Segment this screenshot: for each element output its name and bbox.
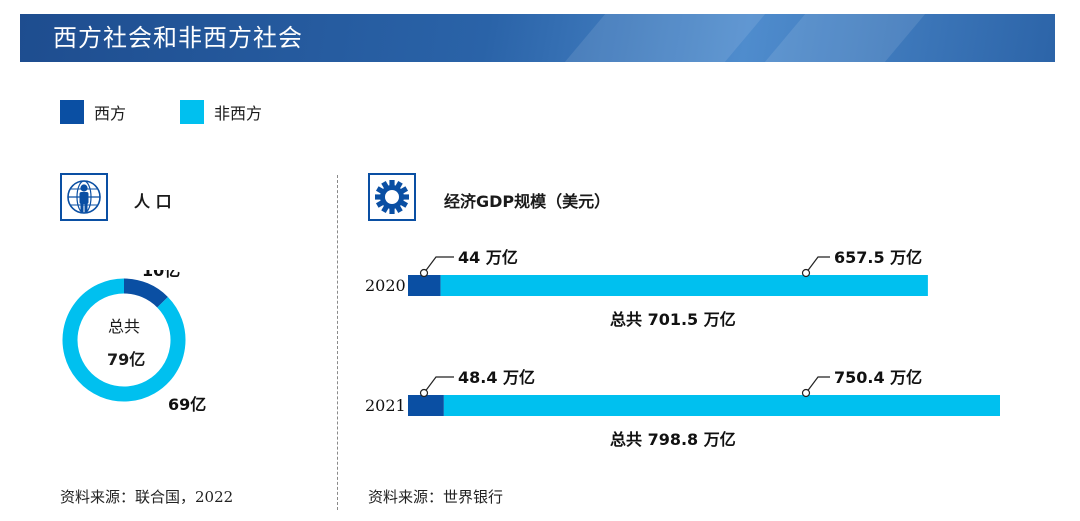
callout-dot-western	[419, 268, 429, 278]
page-title: 西方社会和非西方社会	[53, 24, 303, 52]
donut-center-label: 总共	[108, 317, 141, 336]
donut-slice-non-western	[62, 278, 186, 402]
callout-dot-non-western	[801, 388, 811, 398]
donut-value-label-non-western: 69亿	[168, 395, 206, 414]
bar-value-label-western: 44 万亿	[458, 248, 518, 267]
bar-total-label: 总共 798.8 万亿	[610, 430, 736, 449]
title-banner: 西方社会和非西方社会	[20, 14, 1055, 62]
legend-item-western: 西方	[60, 100, 126, 124]
callout-line-non-western	[805, 256, 830, 274]
bar-western-2020	[408, 275, 441, 296]
callout-dot-western	[419, 388, 429, 398]
callout-line-western	[423, 256, 454, 274]
bar-western-2021	[408, 395, 444, 416]
gear-icon	[368, 173, 416, 221]
population-donut-chart: 10亿 69亿	[62, 270, 206, 414]
bar-value-label-non-western: 750.4 万亿	[834, 368, 922, 387]
bar-value-label-non-western: 657.5 万亿	[834, 248, 922, 267]
bar-category-label: 2021	[365, 396, 406, 415]
legend-label-non-western: 非西方	[214, 104, 263, 123]
gdp-source: 资料来源：世界银行	[368, 488, 504, 506]
donut-center-value: 79亿	[107, 350, 146, 369]
banner-streak	[738, 14, 942, 62]
population-title: 人 口	[134, 192, 172, 211]
legend-item-non-western: 非西方	[180, 100, 262, 124]
callout-dot-non-western	[801, 268, 811, 278]
bar-non-western-2021	[443, 395, 1000, 416]
bar-non-western-2020	[440, 275, 928, 296]
section-divider	[337, 175, 338, 510]
legend-swatch-western	[60, 100, 84, 124]
legend-swatch-non-western	[180, 100, 204, 124]
banner-streak	[538, 14, 782, 62]
population-source: 资料来源：联合国，2022	[60, 488, 234, 506]
bar-category-label: 2020	[365, 276, 406, 295]
callout-line-western	[423, 376, 454, 394]
bar-total-label: 总共 701.5 万亿	[610, 310, 736, 329]
callout-line-non-western	[805, 376, 830, 394]
gdp-title: 经济GDP规模（美元）	[444, 192, 611, 211]
donut-slice-western	[123, 278, 168, 308]
legend-label-western: 西方	[94, 104, 127, 123]
bar-value-label-western: 48.4 万亿	[458, 368, 535, 387]
globe-person-icon	[60, 173, 108, 221]
donut-value-label-western: 10亿	[142, 270, 180, 280]
